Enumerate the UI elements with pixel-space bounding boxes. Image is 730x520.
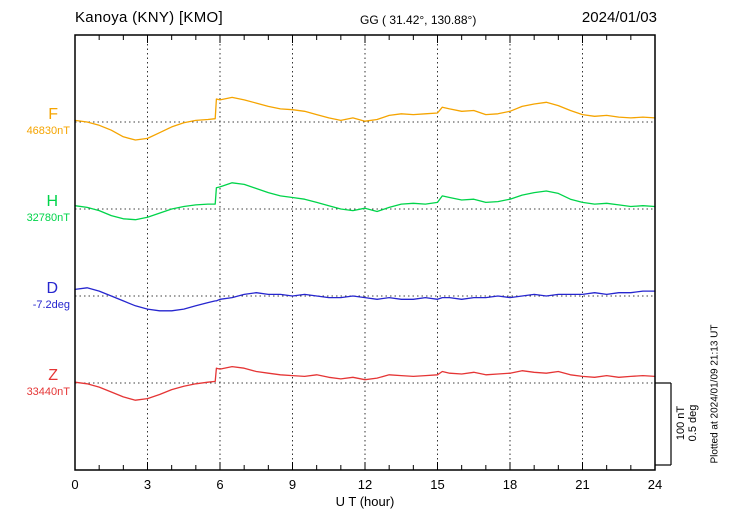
series-label-F: F [48, 106, 58, 123]
series-baseline-value-F: 46830nT [26, 125, 70, 137]
series-line-D [74, 287, 656, 312]
scale-bar-deg-label: 0.5 deg [687, 404, 699, 442]
plotted-at-timestamp: Plotted at 2024/01/09 21:13 UT [709, 324, 721, 464]
series-label-H: H [46, 193, 58, 210]
series-baseline-value-H: 32780nT [26, 212, 70, 224]
x-axis-label: U T (hour) [335, 494, 395, 509]
series-line-H [74, 182, 656, 221]
series-line-Z [74, 365, 656, 401]
plot-date: 2024/01/03 [581, 9, 657, 26]
scale-bar-nt-label: 100 nT [675, 405, 687, 441]
series-line-F [74, 96, 656, 141]
series-baseline-value-Z: 33440nT [26, 386, 70, 398]
station-title: Kanoya (KNY) [KMO] [75, 9, 223, 26]
series-label-D: D [46, 280, 58, 297]
series-label-Z: Z [48, 367, 58, 384]
series-baseline-value-D: -7.2deg [32, 299, 70, 311]
geographic-coordinates: GG ( 31.42°, 130.88°) [360, 13, 477, 27]
plot-frame [74, 34, 656, 471]
